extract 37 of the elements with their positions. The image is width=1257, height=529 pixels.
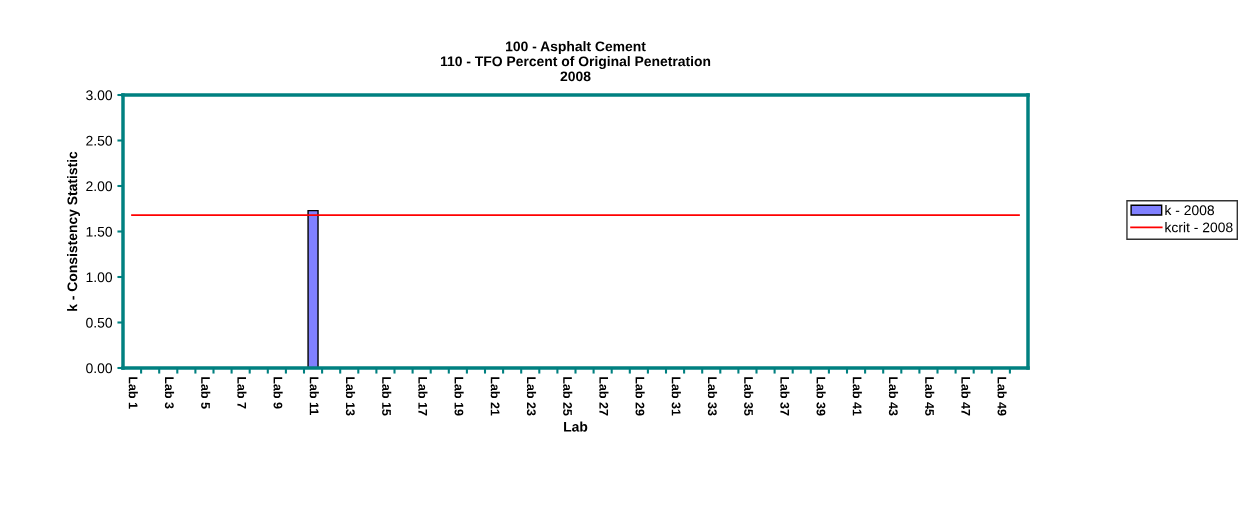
y-tick-label: 2.00 (86, 181, 113, 192)
y-tick-label: 3.00 (86, 90, 113, 101)
x-tick-label: Lab 31 (671, 377, 681, 416)
x-tick-label: Lab 15 (382, 377, 392, 416)
x-tick-label: Lab 25 (563, 377, 573, 416)
x-tick-label: Lab 3 (164, 377, 175, 409)
x-tick-label: Lab 23 (526, 377, 537, 416)
x-tick-label: Lab 13 (345, 377, 356, 416)
x-tick-label: Lab 21 (490, 377, 500, 416)
legend-label: k - 2008 (1165, 204, 1215, 216)
x-tick-label: Lab 33 (707, 377, 718, 416)
x-tick-label: Lab 19 (454, 377, 464, 416)
x-tick-label: Lab 9 (273, 377, 283, 409)
y-tick-label: 1.00 (86, 272, 113, 283)
x-tick-label: Lab 37 (780, 377, 790, 416)
x-tick-label: Lab 39 (816, 377, 826, 416)
y-axis-title: k - Consistency Statistic (67, 151, 80, 311)
x-tick-label: Lab 35 (744, 377, 754, 416)
x-axis-title: Lab (564, 421, 588, 432)
x-tick-label: Lab 43 (888, 377, 899, 416)
x-tick-label: Lab 27 (599, 377, 609, 416)
x-tick-label: Lab 47 (961, 377, 971, 416)
x-tick-label: Lab 17 (418, 377, 428, 416)
x-tick-label: Lab 1 (128, 377, 138, 409)
x-tick-label: Lab 41 (852, 377, 862, 416)
legend-label: kcrit - 2008 (1165, 222, 1233, 233)
x-tick-label: Lab 7 (237, 377, 247, 409)
x-tick-label: Lab 11 (309, 377, 319, 415)
x-tick-label: Lab 29 (635, 377, 645, 416)
x-tick-label: Lab 5 (201, 377, 211, 409)
y-tick-label: 2.50 (86, 135, 113, 146)
y-tick-label: 0.00 (86, 363, 113, 374)
y-tick-label: 0.50 (86, 317, 113, 328)
chart-title: 100 - Asphalt Cement 110 - TFO Percent of Original Penetration 2008 (440, 41, 711, 82)
y-tick-label: 1.50 (86, 226, 113, 237)
x-tick-label: Lab 45 (925, 377, 935, 416)
x-tick-label: Lab 49 (997, 377, 1007, 416)
